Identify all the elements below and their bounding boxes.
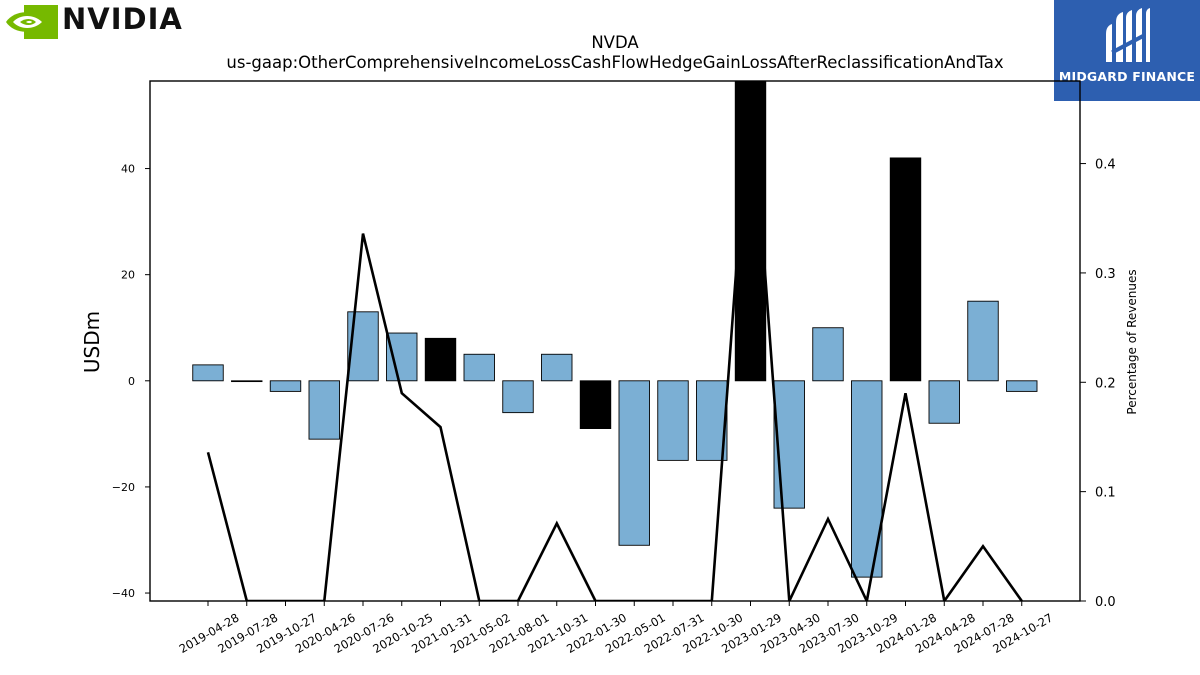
bar	[192, 364, 224, 382]
y2-tick-label: 0.0	[1095, 595, 1116, 610]
bar	[657, 380, 689, 461]
nvidia-eye-icon	[6, 5, 58, 39]
midgard-finance-logo: MIDGARD FINANCE	[1054, 0, 1200, 101]
y-tick-label: 20	[121, 269, 135, 282]
bar	[502, 380, 534, 414]
bar	[269, 380, 302, 392]
y-tick-label: −40	[112, 587, 135, 600]
percentage-line	[206, 81, 1023, 601]
y2-tick-label: 0.1	[1095, 486, 1116, 501]
bar	[773, 380, 805, 509]
bar	[1006, 380, 1038, 392]
y-axis-label: USDm	[80, 311, 104, 373]
bar	[231, 380, 263, 383]
bar	[579, 380, 612, 430]
brand-name: NVIDIA	[62, 2, 183, 36]
plot-frame	[149, 80, 1081, 602]
bar	[386, 332, 418, 382]
bar	[308, 380, 340, 440]
y2-tick-label: 0.4	[1095, 158, 1116, 173]
bar	[889, 157, 922, 382]
bar	[967, 300, 999, 382]
y2-tick-label: 0.2	[1095, 376, 1116, 391]
y2-tick-label: 0.3	[1095, 267, 1116, 282]
midgard-emblem-icon	[1106, 8, 1150, 62]
sponsor-name: MIDGARD FINANCE	[1058, 69, 1196, 84]
plot-area: −40−20020400.00.10.20.30.42019-04-282019…	[112, 80, 1116, 656]
nvidia-logo: NVIDIA	[4, 2, 194, 42]
bar	[618, 380, 650, 546]
bar	[424, 337, 457, 382]
y-tick-label: 40	[121, 163, 135, 176]
bar	[812, 327, 844, 382]
bar	[541, 353, 573, 382]
y-tick-label: −20	[112, 481, 135, 494]
y2-axis-label: Percentage of Revenues	[1125, 269, 1139, 414]
bar	[463, 353, 495, 382]
y-tick-label: 0	[128, 375, 135, 388]
bar	[928, 380, 960, 424]
chart-title: NVDA	[591, 33, 639, 52]
chart-subtitle: us-gaap:OtherComprehensiveIncomeLossCash…	[226, 53, 1003, 72]
